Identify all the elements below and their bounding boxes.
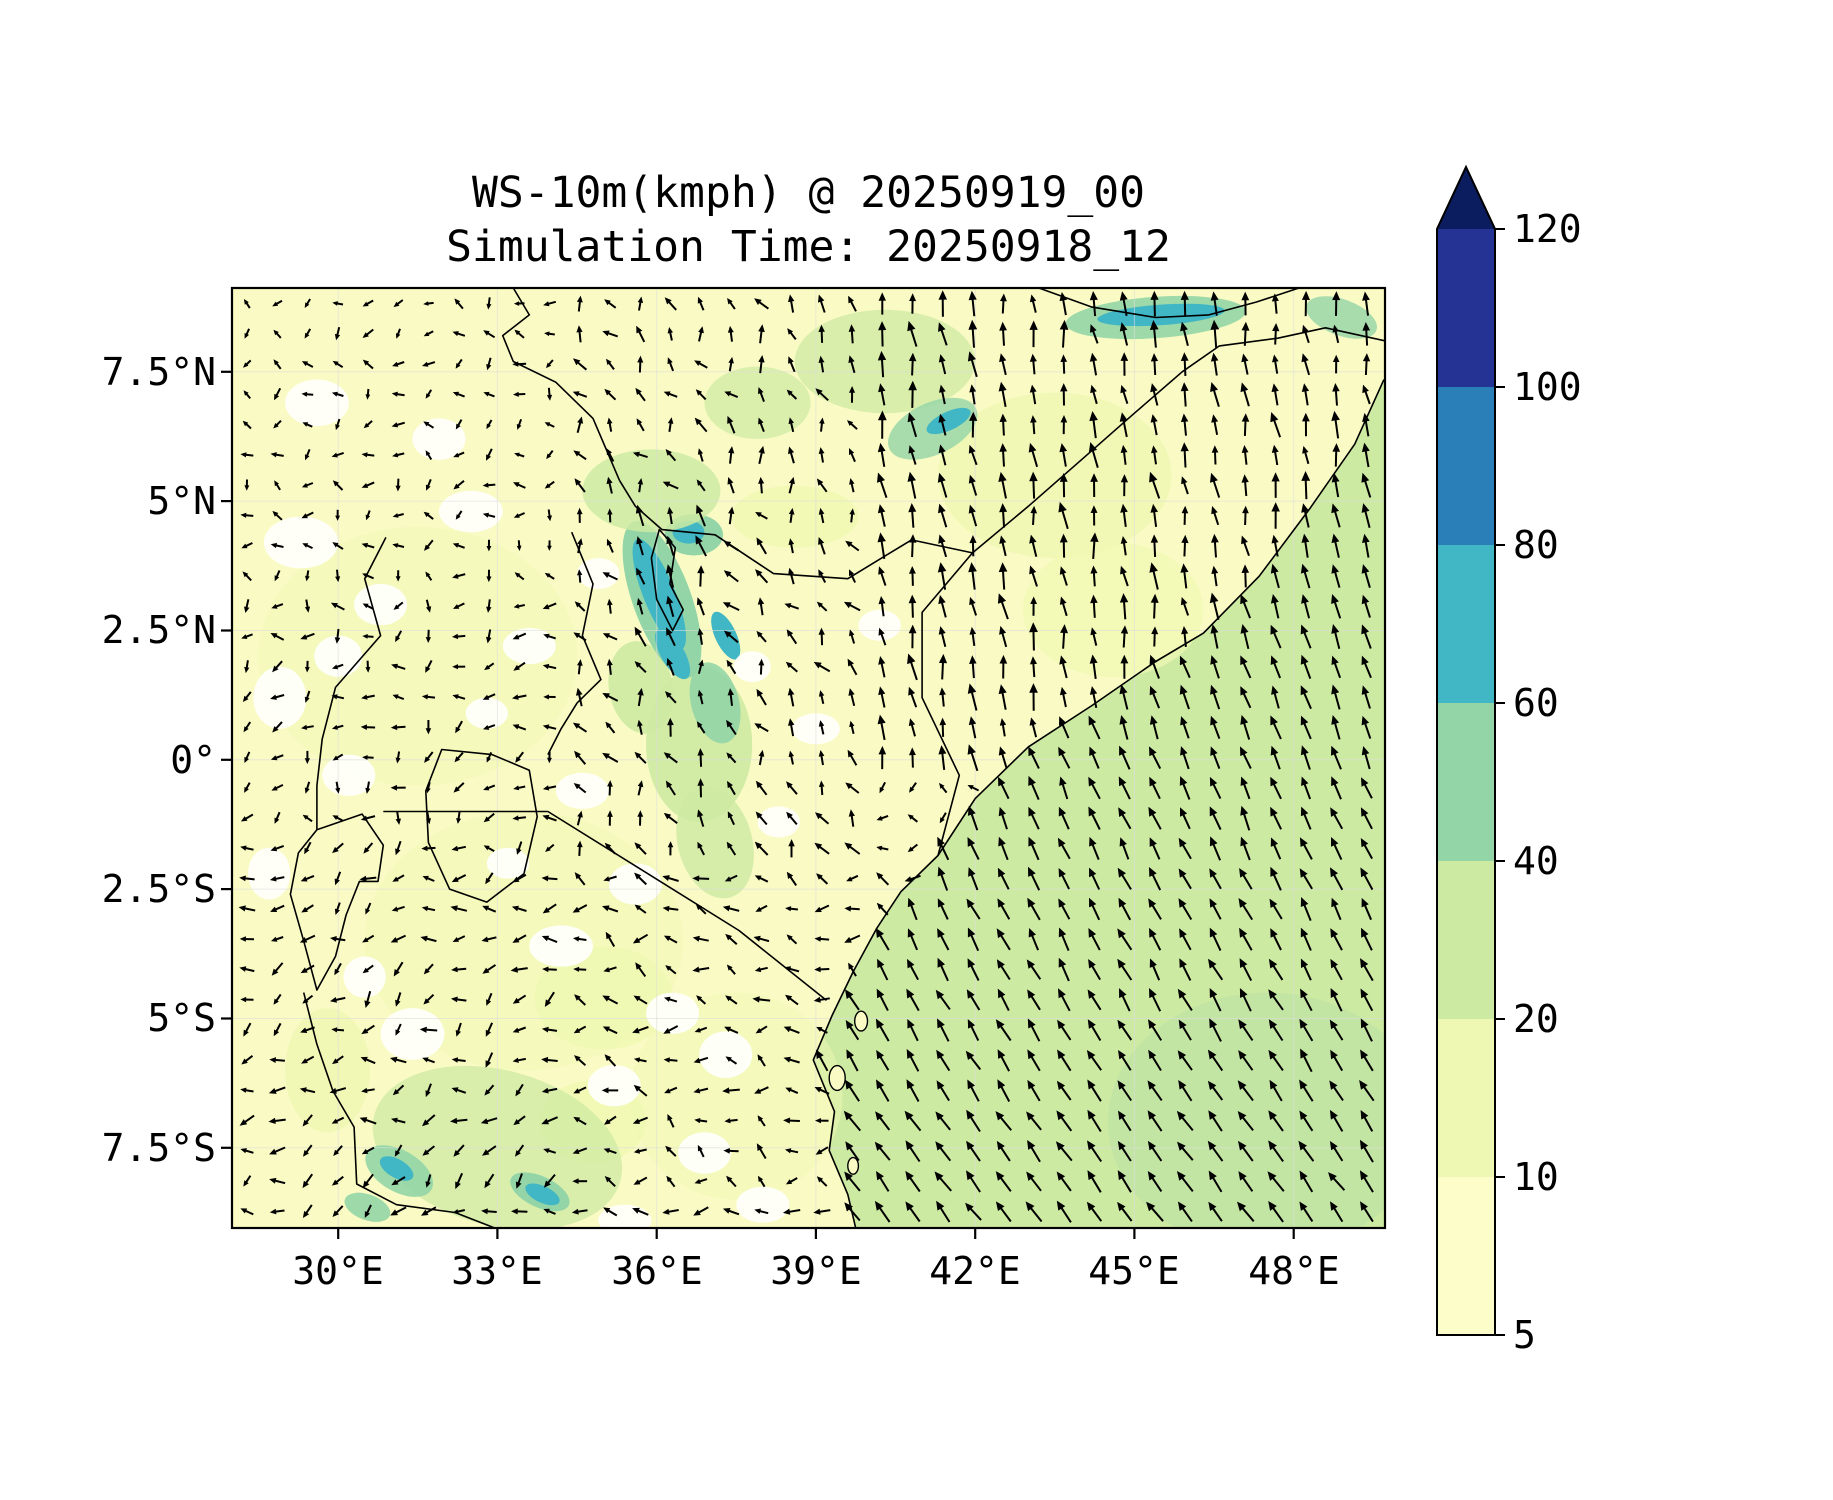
wind-speed-contour-patch (1107, 992, 1385, 1228)
colorbar-band (1437, 545, 1495, 703)
border-line (1038, 288, 1300, 319)
wind-speed-contour-patch (379, 1156, 414, 1181)
map-layers (232, 288, 1385, 1228)
wind-speed-contour-patch (632, 538, 687, 650)
y-tick-label: 5°N (147, 479, 216, 523)
border-line (501, 288, 621, 481)
wind-speed-contour-patch (248, 847, 291, 900)
wind-speed-contour-patch (465, 697, 508, 729)
x-tick-label: 39°E (770, 1249, 862, 1293)
ocean-fill (813, 379, 1385, 1228)
wind-speed-contour-patch (285, 1008, 371, 1133)
wind-speed-contour-patch (582, 449, 721, 533)
border-line (650, 528, 684, 632)
wind-speed-contour-patch (354, 583, 408, 626)
wind-speed-contour-patch (676, 786, 754, 899)
wind-speed-contour-patch (794, 309, 976, 414)
wind-speed-contour-patch (736, 1186, 790, 1223)
wind-speed-contour-patch (926, 407, 971, 435)
plot-title: WS-10m(kmph) @ 20250919_00 (471, 168, 1146, 218)
colorbar-band (1437, 229, 1495, 387)
wind-speed-contour-patch (704, 366, 811, 439)
wind-speed-contour-patch (285, 379, 349, 427)
wind-speed-contour-patch (938, 392, 1172, 559)
colorbar-extend-arrow (1437, 167, 1495, 229)
wind-speed-contour-patch (655, 628, 691, 680)
y-tick-label: 2.5°N (101, 608, 216, 652)
colorbar-tick-label: 80 (1513, 523, 1559, 567)
wind-speed-contour-patch (502, 627, 556, 665)
plot-subtitle: Simulation Time: 20250918_12 (446, 222, 1171, 272)
border-line (921, 552, 974, 856)
x-tick-label: 36°E (611, 1249, 703, 1293)
colorbar-band (1437, 387, 1495, 545)
x-tick-label: 30°E (292, 1249, 384, 1293)
wind-speed-contour-patch (858, 609, 901, 641)
island (847, 1156, 860, 1175)
island (853, 1010, 869, 1032)
wind-speed-contour-patch (1097, 303, 1225, 327)
colorbar-outline (1436, 164, 1496, 1336)
wind-speed-contour-patch (439, 490, 503, 533)
wind-speed-contour-patch (263, 516, 339, 569)
wind-speed-contour-patch (731, 485, 859, 548)
wind-speed-contour-patch (587, 1065, 641, 1107)
colorbar-band (1437, 1019, 1495, 1177)
wind-speed-contour-patch (733, 651, 771, 683)
wind-speed-contour-patch (322, 754, 376, 796)
colorbar-band (1437, 703, 1495, 861)
colorbar-tick-label: 5 (1513, 1313, 1536, 1357)
x-tick-label: 42°E (929, 1249, 1021, 1293)
colorbar-tick-label: 60 (1513, 681, 1559, 725)
colorbar-band (1437, 1177, 1495, 1335)
colorbar-tick-label: 40 (1513, 839, 1559, 883)
wind-speed-contour-patch (646, 992, 700, 1034)
wind-speed-contour-patch (577, 558, 620, 590)
border-line (425, 748, 538, 903)
x-tick-label: 45°E (1088, 1249, 1180, 1293)
border-line (302, 992, 496, 1228)
wind-speed-contour-patch (380, 1008, 445, 1060)
colorbar-tick-label: 100 (1513, 365, 1582, 409)
wind-speed-contour-patch (711, 611, 741, 660)
wind-speed-contour-patch (608, 863, 662, 905)
wind-speed-contour-patch (412, 418, 466, 460)
wind-speed-contour-patch (534, 946, 673, 1050)
colorbar-tick-label: 10 (1513, 1155, 1559, 1199)
border-line (547, 531, 602, 755)
wind-speed-contour-patch (678, 1132, 731, 1174)
colorbar-band (1437, 861, 1495, 1019)
x-tick-label: 48°E (1248, 1249, 1340, 1293)
colorbar-tick-label: 120 (1513, 207, 1582, 251)
y-tick-label: 7.5°S (101, 1126, 216, 1170)
y-tick-label: 0° (170, 738, 216, 782)
axes-frame (230, 286, 1387, 1230)
wind-speed-contour-patch (529, 925, 593, 967)
colorbar-tick-label: 20 (1513, 997, 1559, 1041)
wind-speed-contour-patch (253, 666, 307, 729)
y-tick-label: 5°S (147, 996, 216, 1040)
border-line (316, 537, 387, 830)
border-line (971, 327, 1385, 554)
border-line (289, 813, 385, 991)
x-tick-label: 33°E (451, 1249, 543, 1293)
wind-speed-contour-patch (343, 956, 386, 998)
wind-vector-field (238, 290, 1375, 1223)
wind-speed-contour-patch (344, 1192, 391, 1222)
y-tick-label: 7.5°N (101, 350, 216, 394)
island (828, 1064, 846, 1092)
wind-speed-contour-patch (699, 1031, 753, 1078)
wind-speed-contour-patch (1022, 542, 1204, 678)
y-tick-label: 2.5°S (101, 867, 216, 911)
wind-speed-contour-patch (525, 1183, 560, 1206)
